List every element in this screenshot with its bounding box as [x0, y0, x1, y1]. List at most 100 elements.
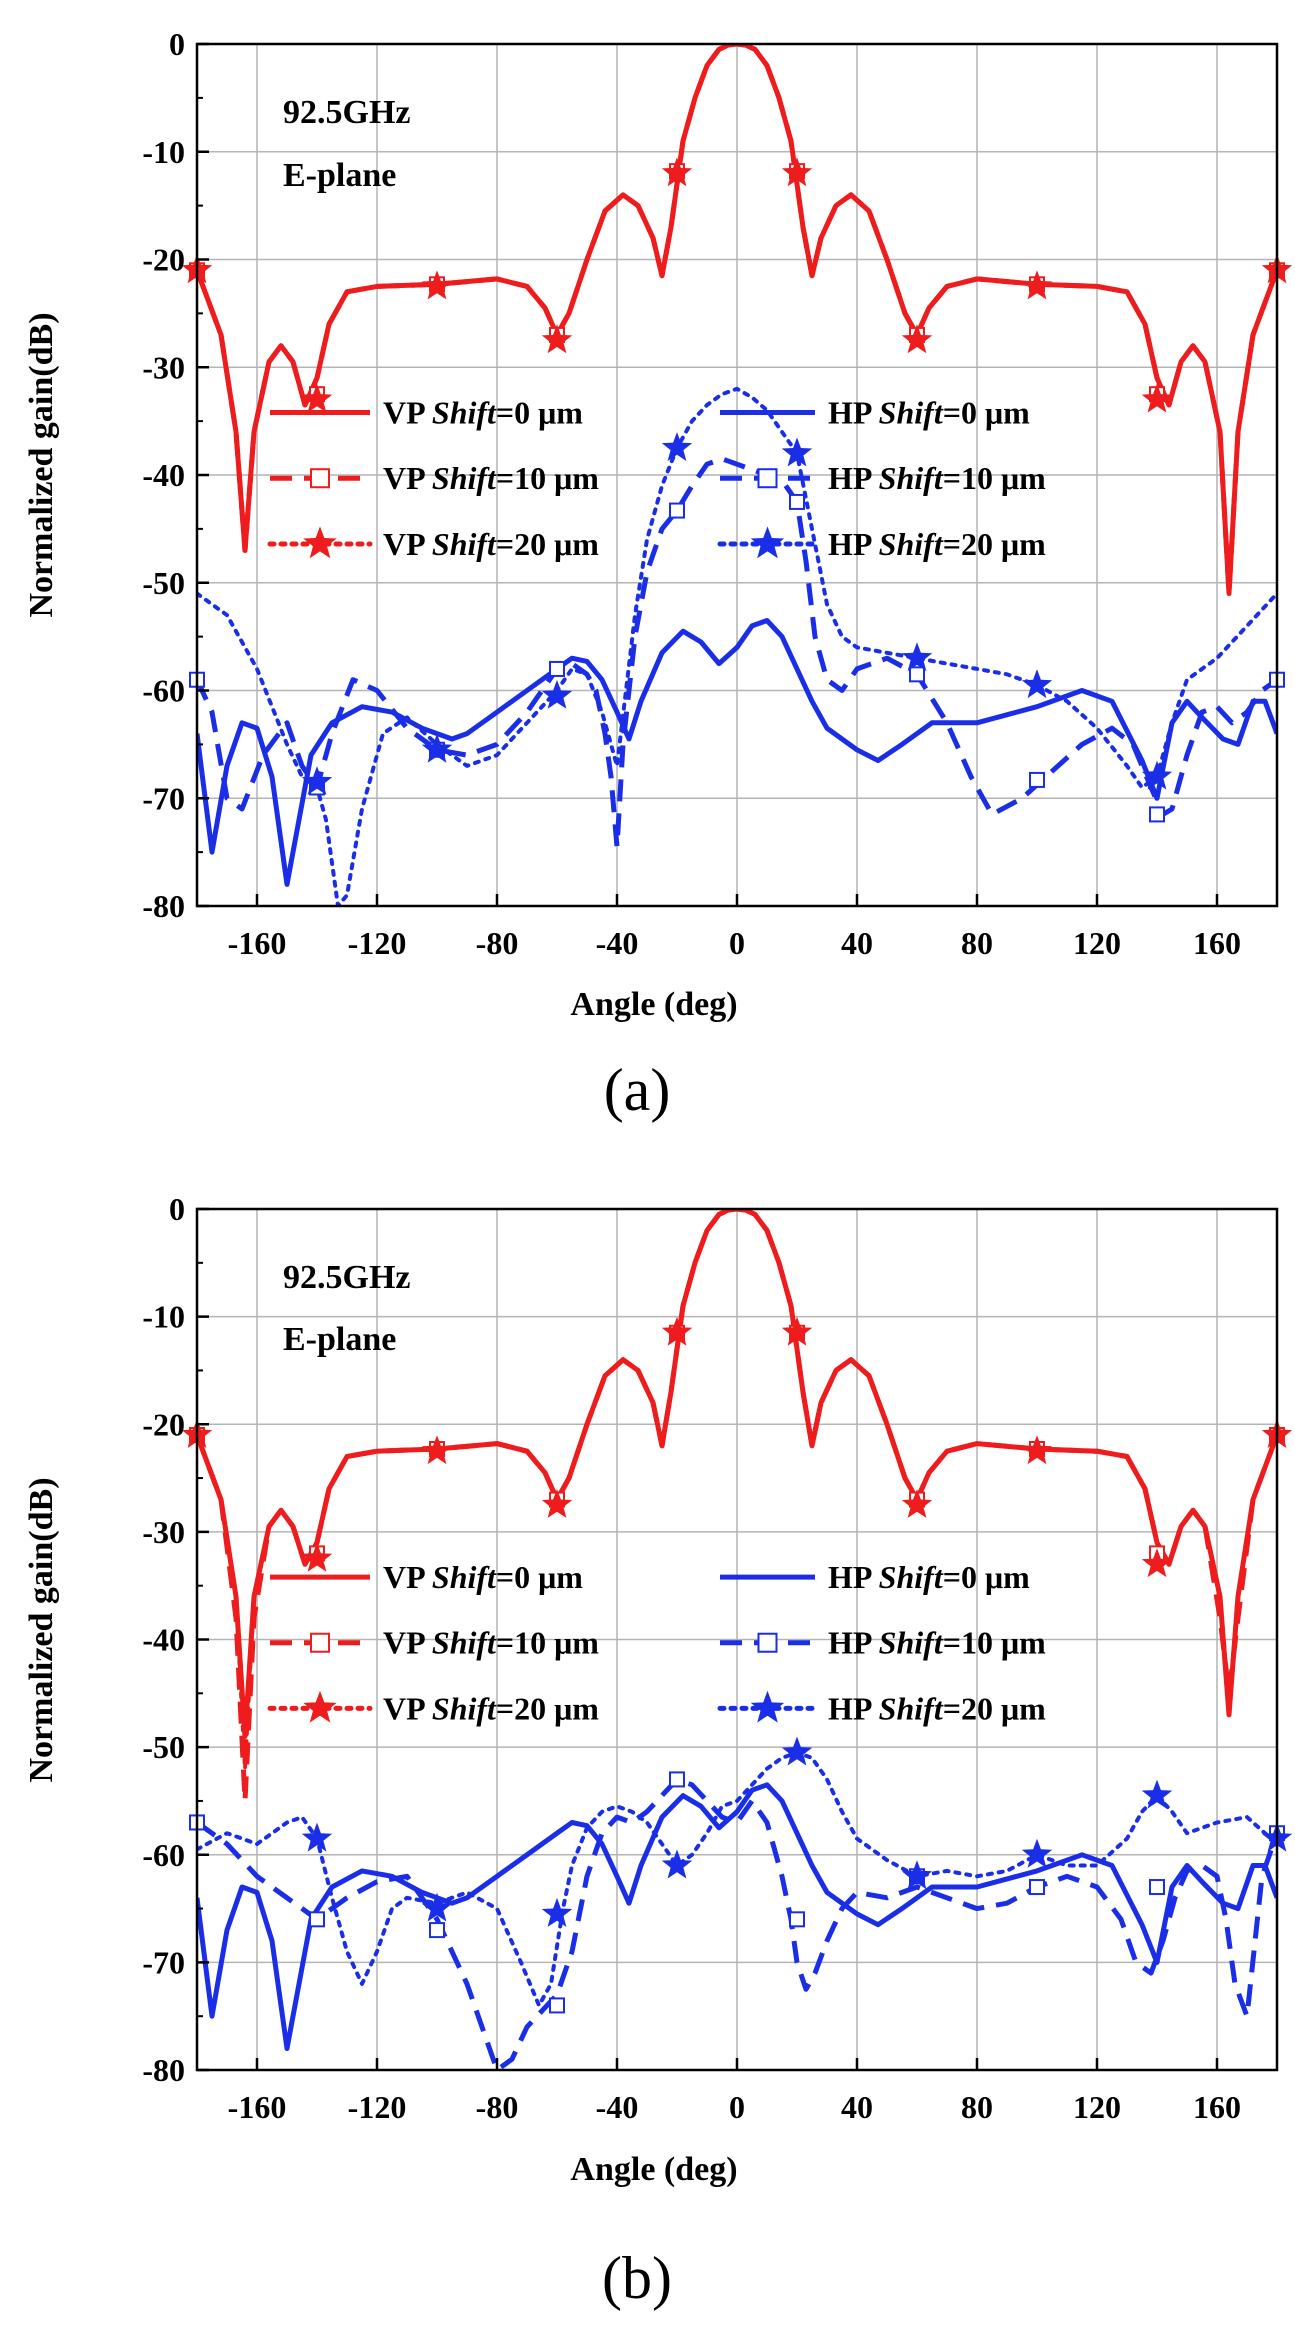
chart-a-vp-marker	[1021, 270, 1053, 300]
chart-b-hp-marker	[549, 1997, 565, 2014]
chart-b-legend: VP Shift=0 μm VP Shift=10 μm VP Shift=20 μ…	[267, 1559, 1046, 1726]
chart-a-x-axis-title: Angle (deg)	[570, 986, 737, 1023]
chart-b-vp-marker	[301, 1542, 333, 1572]
chart-b-hp-marker	[789, 1911, 805, 1928]
chart-a-y-tick-label: -30	[142, 349, 185, 385]
chart-b-ticks: -160 -120 -80 -40 0 40 80 120 160 0 -10 -20 -30 -40 -5…	[142, 1191, 1241, 2125]
chart-b-hp-marker	[1149, 1879, 1165, 1896]
chart-b-hp-marker	[309, 1911, 325, 1928]
chart-b-panel-label: (b)	[602, 2245, 672, 2311]
chart-b-y-tick-label: 0	[169, 1191, 185, 1227]
chart-b-series-vp-dash-line	[197, 1209, 1277, 1804]
chart-b-plane-annotation: E-plane	[283, 1321, 396, 1358]
chart-a: -160 -120 -80 -40 0 40 80 120 160 0 -10 -20 -30 -40 -5…	[23, 26, 1293, 1123]
chart-b-hp-marker	[1029, 1879, 1045, 1896]
chart-a-legend: VP Shift=0 μm VP Shift=10 μm VP Shift=20 μ…	[267, 395, 1046, 562]
chart-a-x-tick-label: 80	[961, 925, 993, 961]
chart-a-y-tick-label: -50	[142, 565, 185, 601]
chart-b-y-tick-label: -30	[142, 1514, 185, 1550]
chart-a-y-tick-label: 0	[169, 26, 185, 62]
chart-a-y-tick-label: -20	[142, 242, 185, 278]
chart-b-hp-marker	[661, 1849, 693, 1879]
chart-a-legend-label: VP Shift=0 μm	[383, 395, 583, 431]
chart-b-hp-marker	[301, 1822, 333, 1852]
chart-a-vp-marker	[421, 270, 453, 300]
chart-a-hp-marker	[1149, 806, 1165, 823]
chart-a-x-tick-label: -120	[348, 925, 407, 961]
chart-b-x-tick-label: 0	[729, 2089, 745, 2125]
chart-a-legend-marker	[303, 526, 337, 559]
chart-b-series-vp-dot-line	[197, 1209, 1277, 1771]
chart-a-vp-marker	[1141, 383, 1173, 413]
chart-b-y-tick-label: -20	[142, 1406, 185, 1442]
chart-b-legend-marker	[757, 1632, 778, 1653]
chart-a-legend-marker	[750, 526, 785, 559]
chart-b-x-tick-label: 40	[841, 2089, 873, 2125]
chart-b-hp-marker	[1021, 1838, 1053, 1868]
chart-b-legend-label: HP Shift=10 μm	[828, 1625, 1046, 1661]
chart-a-series-hp-dot-line	[197, 386, 1277, 906]
chart-b-x-tick-label: -80	[476, 2089, 519, 2125]
chart-b-series-hp-dash-line	[197, 1776, 1277, 2070]
chart-b: -160 -120 -80 -40 0 40 80 120 160 0 -10 -20 -30 -40 -5…	[23, 1191, 1293, 2311]
chart-a-hp-marker	[301, 766, 333, 795]
chart-b-series-hp-solid-line	[197, 1782, 1277, 2051]
chart-b-vp-marker	[661, 1316, 693, 1346]
chart-b-grid	[197, 1209, 1277, 2070]
chart-a-legend-marker	[310, 468, 330, 489]
chart-a-grid	[197, 44, 1277, 906]
chart-a-hp-marker	[1029, 771, 1045, 788]
chart-b-y-tick-label: -80	[142, 2052, 185, 2088]
chart-a-hp-marker	[781, 437, 813, 467]
chart-a-legend-label: HP Shift=10 μm	[828, 460, 1046, 496]
chart-a-x-tick-label: -40	[596, 925, 639, 961]
chart-b-legend-marker	[303, 1690, 337, 1723]
chart-b-hp-marker	[541, 1897, 573, 1927]
chart-b-hp-marker	[901, 1860, 933, 1890]
chart-a-y-tick-label: -10	[142, 134, 185, 170]
chart-a-hp-marker	[669, 502, 685, 519]
chart-a-series-vp-dot-line	[197, 44, 1277, 596]
chart-b-x-tick-label: 160	[1193, 2089, 1241, 2125]
chart-b-vp-marker	[421, 1435, 453, 1465]
chart-a-x-tick-label: -80	[476, 925, 519, 961]
chart-a-hp-marker	[1141, 760, 1173, 790]
chart-a-plane-annotation: E-plane	[283, 157, 396, 194]
chart-b-legend-label: VP Shift=0 μm	[383, 1559, 583, 1595]
chart-a-plot-frame	[195, 42, 1279, 908]
chart-a-series-hp-dash-line	[197, 456, 1277, 850]
chart-a-vp-marker	[541, 324, 573, 354]
chart-a-vp-marker	[301, 383, 333, 413]
chart-a-hp-marker	[541, 679, 573, 709]
chart-a-y-axis-title: Normalized gain(dB)	[23, 312, 60, 617]
chart-b-legend-label: VP Shift=20 μm	[383, 1690, 599, 1726]
chart-a-x-tick-label: -160	[228, 925, 287, 961]
chart-a-x-tick-label: 40	[841, 925, 873, 961]
chart-b-legend-label: HP Shift=20 μm	[828, 1690, 1046, 1726]
chart-a-x-tick-label: 0	[729, 925, 745, 961]
chart-b-y-tick-label: -10	[142, 1299, 185, 1335]
chart-b-x-tick-label: -160	[228, 2089, 287, 2125]
chart-a-frequency-annotation: 92.5GHz	[283, 94, 410, 131]
chart-a-vp-marker	[901, 324, 933, 354]
chart-a-x-tick-label: 160	[1193, 925, 1241, 961]
chart-a-hp-marker	[909, 666, 925, 683]
chart-a-hp-marker	[421, 733, 453, 763]
chart-b-y-tick-label: -70	[142, 1944, 185, 1980]
chart-a-vp-marker	[781, 157, 813, 187]
chart-b-vp-marker	[1021, 1435, 1053, 1465]
chart-b-x-tick-label: -40	[596, 2089, 639, 2125]
chart-a-hp-marker	[901, 642, 933, 672]
chart-a-y-tick-label: -60	[142, 673, 185, 709]
chart-b-series	[197, 1209, 1277, 2070]
chart-b-x-tick-label: 120	[1073, 2089, 1121, 2125]
chart-a-legend-marker	[757, 468, 778, 489]
chart-b-hp-marker	[429, 1922, 445, 1939]
chart-b-plot-frame	[195, 1207, 1279, 2072]
chart-b-x-tick-label: 80	[961, 2089, 993, 2125]
chart-b-y-tick-label: -50	[142, 1729, 185, 1765]
chart-a-hp-marker	[1021, 669, 1053, 699]
chart-b-y-axis-title: Normalized gain(dB)	[23, 1477, 60, 1782]
